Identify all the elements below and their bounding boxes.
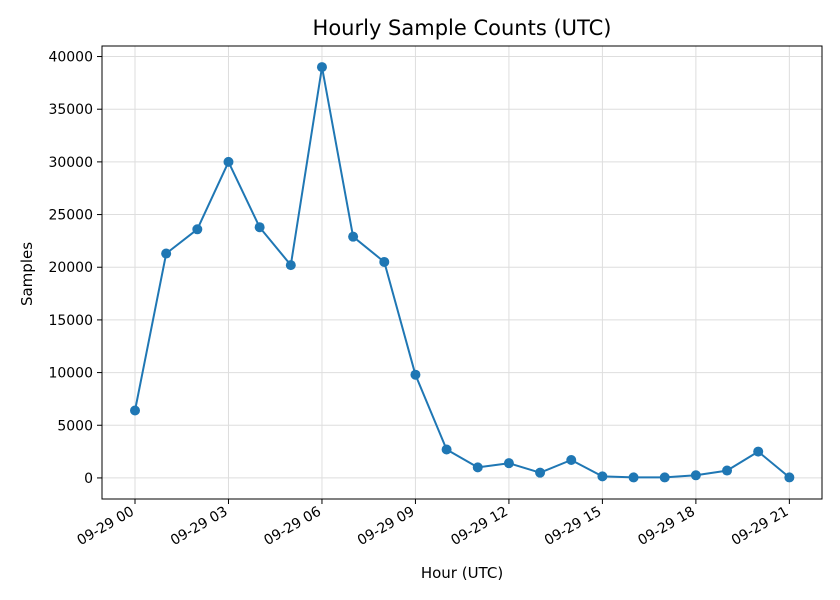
data-point — [722, 465, 733, 476]
chart-title: Hourly Sample Counts (UTC) — [313, 16, 612, 40]
data-point — [597, 471, 608, 482]
plot-frame — [101, 45, 823, 500]
data-point — [472, 462, 483, 473]
y-tick-label: 5000 — [57, 418, 93, 434]
y-tick-label: 20000 — [48, 260, 93, 276]
data-point — [254, 222, 265, 233]
data-point — [566, 455, 577, 466]
data-point — [753, 446, 764, 457]
x-axis-title: Hour (UTC) — [421, 564, 503, 582]
data-point — [348, 231, 359, 242]
data-point — [690, 470, 701, 481]
data-point — [285, 260, 296, 271]
y-tick-label: 15000 — [48, 313, 93, 329]
data-point — [503, 458, 514, 469]
y-tick-label: 30000 — [48, 155, 93, 171]
y-tick-label: 0 — [84, 471, 93, 487]
series — [130, 62, 795, 483]
data-point — [192, 224, 203, 235]
data-point — [535, 467, 546, 478]
data-point — [659, 472, 670, 483]
y-tick-label: 35000 — [48, 102, 93, 118]
data-point — [784, 472, 795, 483]
data-point — [161, 248, 172, 259]
y-tick-label: 40000 — [48, 50, 93, 66]
y-axis-title: Samples — [18, 242, 36, 306]
y-tick-label: 10000 — [48, 366, 93, 382]
series-line — [134, 66, 791, 479]
data-point — [130, 405, 140, 416]
y-tick-label: 25000 — [48, 208, 93, 224]
data-point — [379, 256, 390, 267]
data-point — [223, 156, 234, 167]
grid — [102, 46, 822, 499]
data-point — [441, 444, 452, 455]
data-point — [628, 472, 639, 483]
data-point — [410, 369, 421, 380]
data-point — [316, 62, 327, 73]
